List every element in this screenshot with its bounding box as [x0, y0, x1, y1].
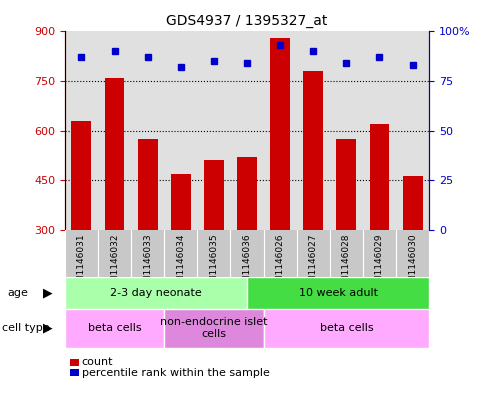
Text: GSM1146034: GSM1146034	[176, 234, 185, 294]
Bar	[370, 124, 389, 230]
Bar	[65, 309, 164, 348]
Bar	[164, 309, 263, 348]
Text: GSM1146030: GSM1146030	[408, 234, 417, 294]
Bar	[237, 157, 257, 230]
Text: ▶: ▶	[42, 286, 52, 299]
Bar	[403, 176, 423, 230]
Bar	[105, 78, 124, 230]
Bar	[247, 277, 429, 309]
Title: GDS4937 / 1395327_at: GDS4937 / 1395327_at	[166, 14, 328, 28]
Bar	[71, 121, 91, 230]
Text: GSM1146027: GSM1146027	[309, 234, 318, 294]
Text: ▶: ▶	[42, 321, 52, 335]
Text: GSM1146036: GSM1146036	[243, 234, 251, 294]
Text: age: age	[7, 288, 28, 298]
Text: GSM1146028: GSM1146028	[342, 234, 351, 294]
Text: beta cells: beta cells	[88, 323, 141, 333]
Bar	[303, 71, 323, 230]
Bar	[138, 139, 158, 230]
Text: count: count	[82, 357, 113, 367]
Text: GSM1146032: GSM1146032	[110, 234, 119, 294]
Text: GSM1146026: GSM1146026	[275, 234, 284, 294]
Text: GSM1146031: GSM1146031	[77, 234, 86, 294]
Bar	[65, 277, 247, 309]
Text: percentile rank within the sample: percentile rank within the sample	[82, 368, 270, 378]
Text: 10 week adult: 10 week adult	[298, 288, 378, 298]
Text: GSM1146035: GSM1146035	[210, 234, 219, 294]
Text: GSM1146033: GSM1146033	[143, 234, 152, 294]
Text: 2-3 day neonate: 2-3 day neonate	[110, 288, 202, 298]
Text: cell type: cell type	[2, 323, 50, 333]
Bar	[336, 139, 356, 230]
Text: non-endocrine islet
cells: non-endocrine islet cells	[160, 318, 267, 339]
Bar	[263, 309, 429, 348]
Text: beta cells: beta cells	[319, 323, 373, 333]
Bar	[171, 174, 191, 230]
Text: GSM1146029: GSM1146029	[375, 234, 384, 294]
Bar	[270, 38, 290, 230]
Bar	[204, 160, 224, 230]
